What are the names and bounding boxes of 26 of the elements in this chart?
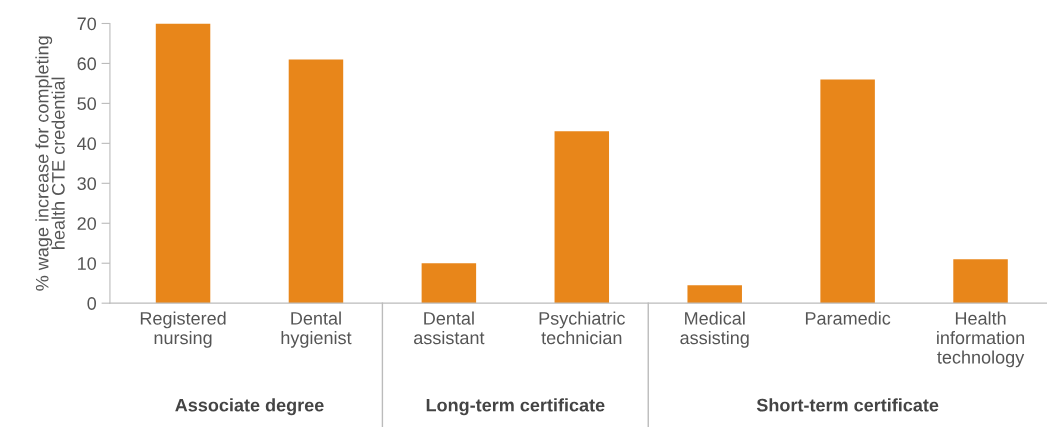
text: Long-term certificate: [426, 398, 605, 416]
x-tick-label: Health information technology: [937, 311, 1025, 368]
bar: [820, 79, 875, 304]
y-axis-title: % wage increase for completing health CTE credential: [35, 36, 65, 291]
bar: [288, 59, 344, 304]
text: Short-term certificate: [756, 398, 939, 412]
y-tick-label: 70: [77, 17, 97, 31]
y-tick-label: 40: [77, 137, 97, 151]
y-tick-label: 10: [78, 257, 97, 270]
bar: [155, 23, 211, 304]
bar: [554, 131, 610, 304]
x-tick-label: Registered nursing: [140, 311, 226, 348]
x-tick-label: Paramedic: [805, 311, 891, 325]
y-tick-label: 20: [77, 217, 97, 230]
x-tick-label: Dental hygienist: [281, 311, 352, 348]
y-tick-label: 50: [77, 97, 97, 111]
y-tick-label: 60: [77, 57, 97, 71]
bar: [687, 285, 742, 304]
x-tick-label: Medical assisting: [680, 311, 749, 348]
bar: [421, 263, 477, 304]
bar: [953, 259, 1008, 304]
x-tick-label: Dental assistant: [414, 311, 485, 345]
text: Associate degree: [175, 398, 324, 416]
y-tick-label: 30: [77, 177, 97, 191]
y-tick-label: 0: [87, 297, 97, 310]
x-tick-label: Psychiatric technician: [539, 311, 625, 345]
